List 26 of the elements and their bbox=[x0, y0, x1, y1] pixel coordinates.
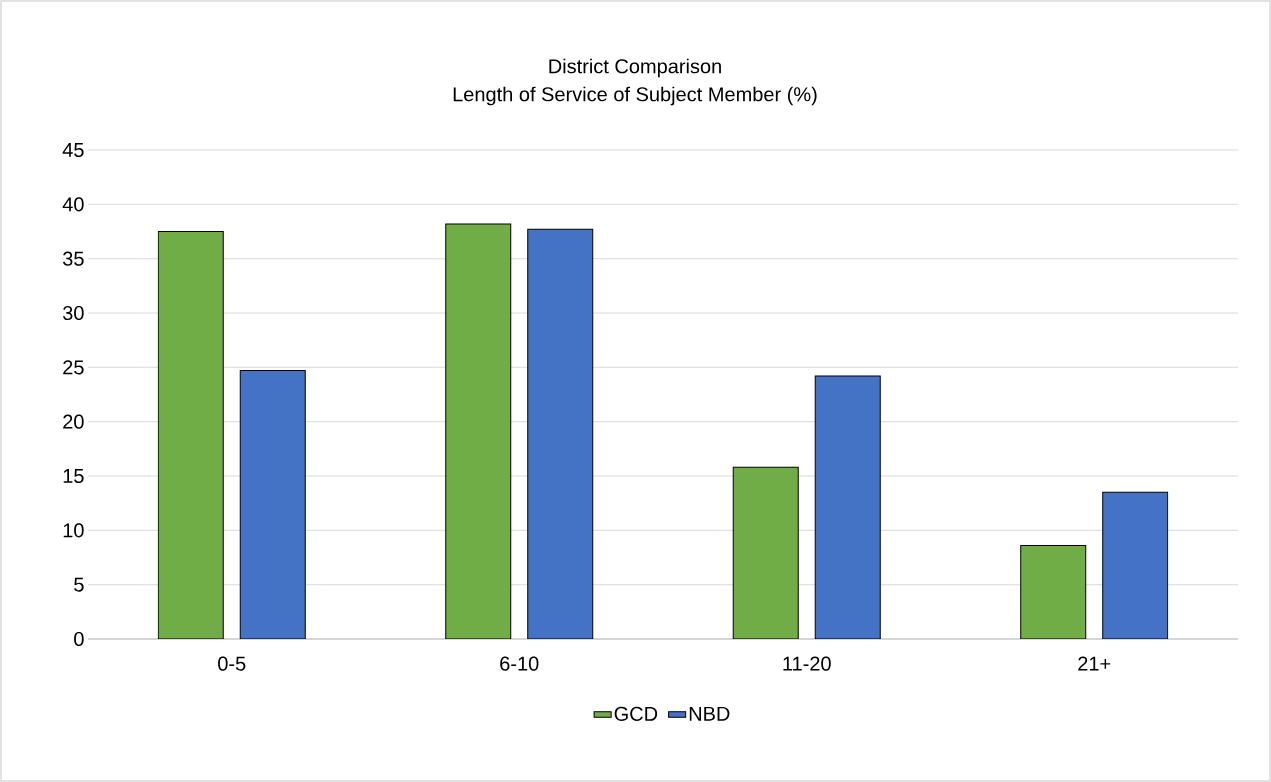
legend-label: GCD bbox=[614, 706, 658, 721]
bar bbox=[732, 466, 799, 639]
bar bbox=[1020, 545, 1087, 639]
bar bbox=[445, 223, 512, 639]
x-tick-label: 6-10 bbox=[500, 656, 539, 671]
bar bbox=[814, 375, 881, 639]
bar bbox=[239, 370, 306, 639]
y-tick-label: 10 bbox=[63, 523, 84, 538]
chart-subtitle: Length of Service of Subject Member (%) bbox=[453, 86, 817, 106]
x-tick-label: 0-5 bbox=[218, 656, 246, 671]
bar bbox=[157, 231, 224, 639]
bar bbox=[1102, 491, 1169, 639]
y-tick-label: 15 bbox=[63, 469, 84, 483]
x-tick-label: 21+ bbox=[1078, 656, 1111, 671]
y-tick-label: 45 bbox=[62, 143, 84, 157]
bar bbox=[527, 228, 594, 639]
y-tick-label: 30 bbox=[62, 305, 84, 321]
y-tick-label: 0 bbox=[74, 631, 84, 647]
y-tick-label: 20 bbox=[63, 414, 84, 429]
chart-title: District Comparison bbox=[549, 58, 721, 78]
y-tick-label: 40 bbox=[62, 197, 84, 212]
legend-label: NBD bbox=[689, 706, 730, 721]
y-tick-label: 35 bbox=[62, 251, 84, 266]
x-tick-label: 11-20 bbox=[783, 656, 831, 671]
y-tick-label: 5 bbox=[74, 577, 84, 592]
y-tick-label: 25 bbox=[63, 360, 84, 375]
